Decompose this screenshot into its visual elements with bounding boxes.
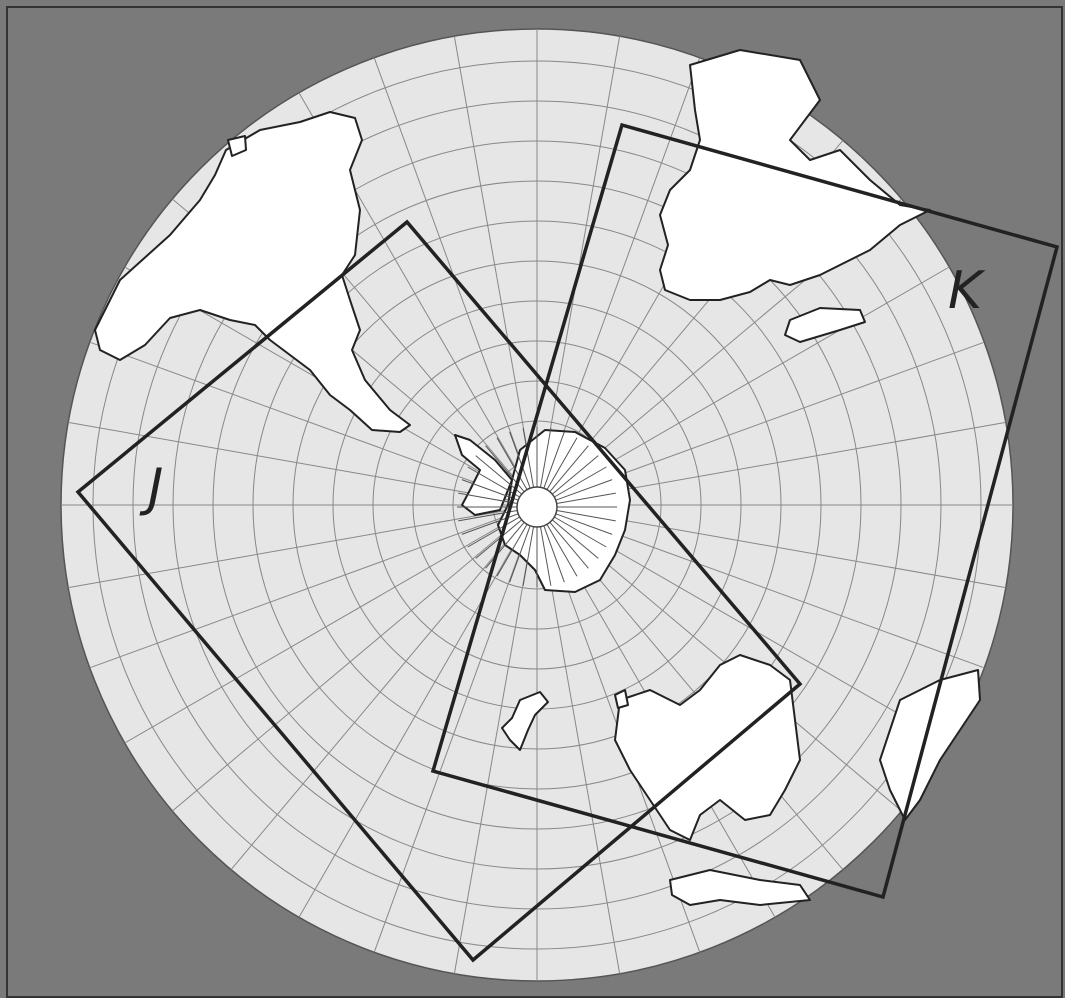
- island: [227, 135, 247, 157]
- antarctic-line: [543, 431, 565, 489]
- antarctic-line: [509, 525, 531, 583]
- meridian: [453, 524, 535, 974]
- antarctic-line: [539, 428, 552, 488]
- meridian: [68, 507, 518, 589]
- antarctic-line: [475, 519, 523, 559]
- indonesia: [669, 869, 811, 906]
- south-america: [94, 111, 411, 433]
- meridian: [555, 511, 985, 669]
- meridian: [453, 36, 535, 486]
- antarctic-line: [522, 428, 535, 488]
- antarctic-line: [551, 455, 599, 495]
- antarctic-line: [546, 437, 578, 490]
- antarctic-lines: [457, 427, 617, 587]
- meridian: [539, 524, 621, 974]
- pole: [516, 486, 558, 528]
- antarctic-line: [556, 509, 616, 522]
- antarctic-line: [475, 455, 523, 495]
- antarctic-line: [554, 516, 607, 548]
- meridian: [124, 514, 520, 744]
- antarctic-line: [485, 521, 525, 569]
- antarctic-line: [458, 492, 518, 505]
- antarctic-line: [549, 521, 589, 569]
- antarctic-line: [546, 524, 578, 577]
- meridian: [89, 511, 519, 669]
- meridian: [230, 519, 525, 870]
- antarctic-line: [461, 479, 519, 501]
- antarctic-line: [556, 492, 616, 505]
- antarctic-line: [496, 524, 528, 577]
- asia: [879, 669, 981, 821]
- antarctic-line: [554, 466, 607, 498]
- meridian: [373, 57, 531, 487]
- meridian: [298, 522, 528, 918]
- antarctic-line: [509, 431, 531, 489]
- meridian: [68, 421, 518, 503]
- australia: [614, 654, 801, 841]
- tasmania: [614, 689, 629, 709]
- antarctic-line: [467, 466, 520, 498]
- meridian: [373, 523, 531, 953]
- antarctic-line: [522, 526, 535, 586]
- antarctic-line: [467, 516, 520, 548]
- antarctic-line: [555, 479, 613, 501]
- new-zealand: [501, 691, 549, 751]
- region-label: K: [948, 261, 986, 321]
- antarctic-line: [549, 445, 589, 493]
- meridian: [89, 341, 519, 499]
- meridian: [555, 341, 985, 499]
- frame: [6, 6, 1063, 998]
- antarctic-line: [539, 526, 552, 586]
- meridian: [554, 266, 950, 496]
- meridian: [172, 517, 523, 812]
- meridian: [539, 36, 621, 486]
- antarctic-line: [555, 513, 613, 535]
- meridian: [556, 507, 1006, 589]
- madagascar: [784, 307, 866, 343]
- region-j: [75, 219, 803, 963]
- antarctic-line: [551, 519, 599, 559]
- region-k: [430, 122, 1060, 900]
- antarctic-line: [543, 525, 565, 583]
- antarctic-line: [496, 437, 528, 490]
